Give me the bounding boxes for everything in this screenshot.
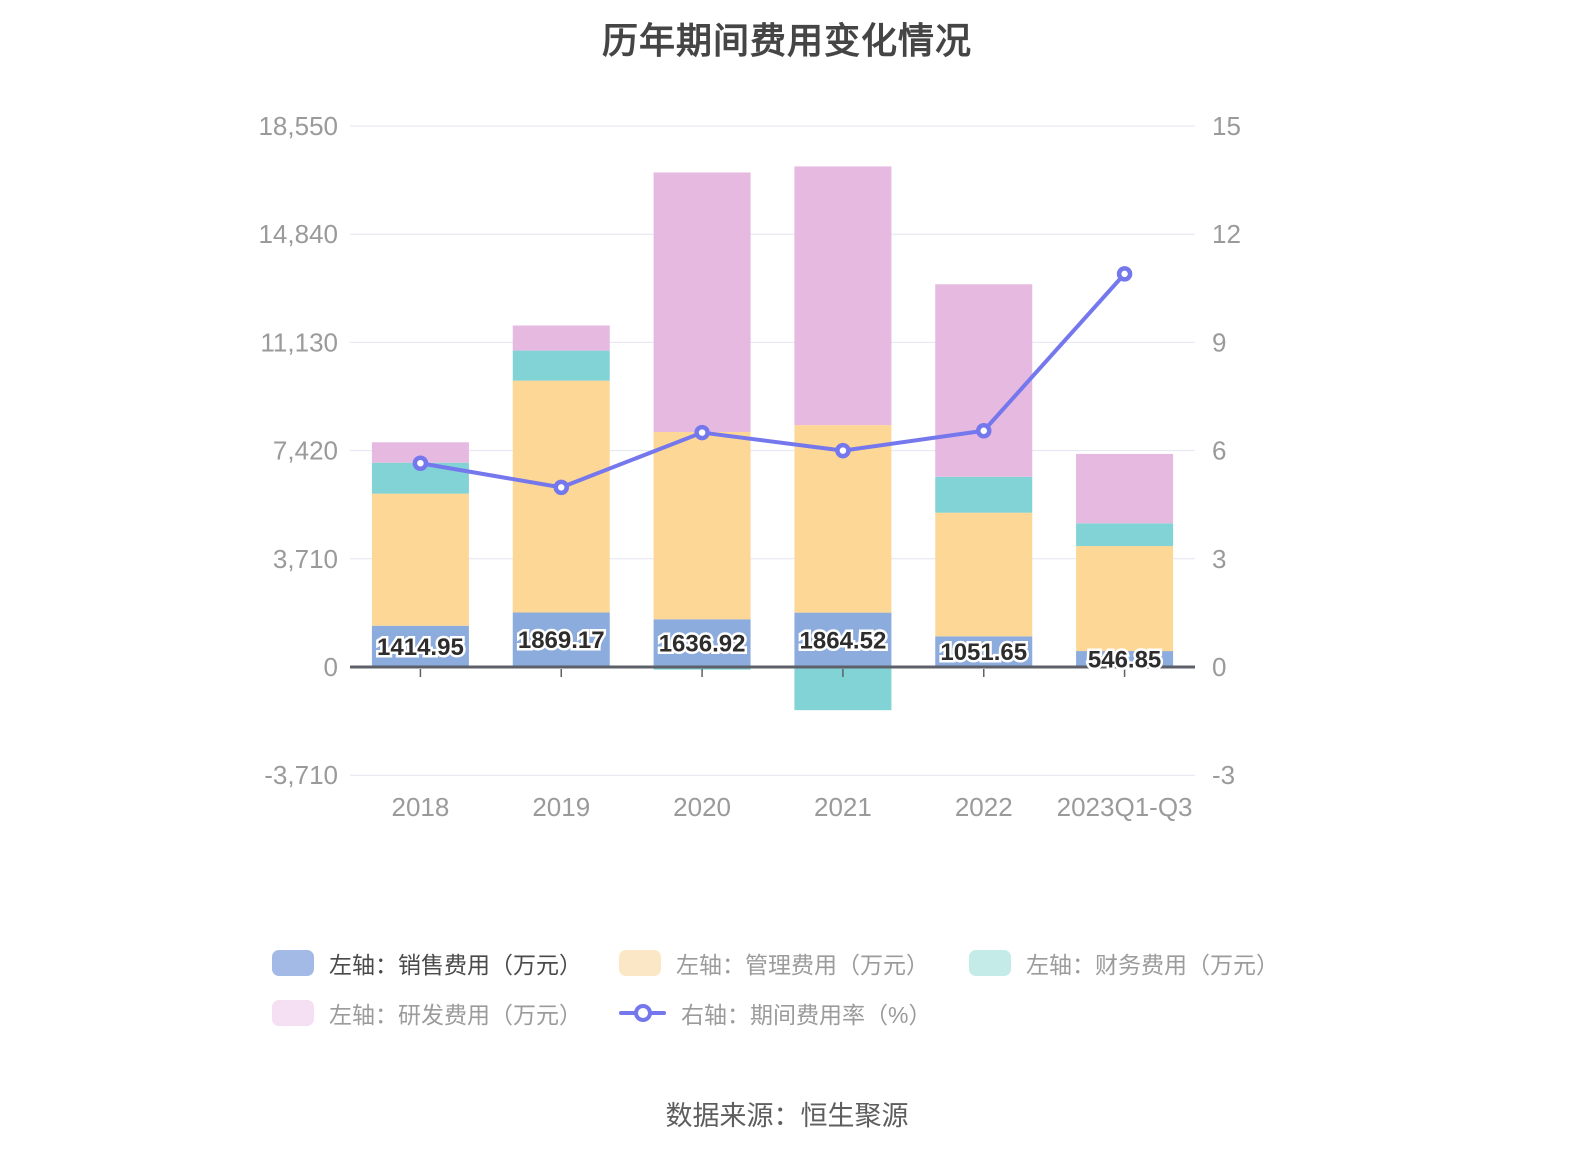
bar-value-label: 1864.52	[800, 627, 887, 654]
bar-value-label: 1414.95	[377, 634, 464, 661]
rate-point-marker	[835, 442, 851, 459]
bar-value-labels: 1414.95 1869.17 1636.92 1864.52 1051.65 546.8…	[375, 625, 1164, 676]
left-axis-labels: 18,550 14,840 11,130 7,420 3,710 0 -3,710	[258, 111, 338, 790]
legend-label-sales-expense: 左轴：销售费用（万元）	[329, 952, 582, 978]
svg-text:6: 6	[1212, 436, 1226, 466]
bar-segment	[512, 325, 610, 351]
rate-point-marker	[1116, 266, 1133, 282]
legend-swatch-finance-expense	[969, 950, 1011, 976]
svg-text:0: 0	[1212, 652, 1226, 682]
legend-label-finance-expense: 左轴：财务费用（万元）	[1026, 952, 1279, 978]
bar-value-label: 546.85	[1088, 647, 1161, 674]
svg-text:3,710: 3,710	[273, 544, 338, 574]
bar-segment	[935, 284, 1033, 477]
legend-swatch-sales-expense	[272, 950, 314, 976]
bar-segment	[371, 442, 469, 463]
grid-lines	[350, 125, 1195, 776]
svg-text:18,550: 18,550	[258, 111, 338, 141]
rate-point-marker	[412, 455, 429, 471]
stacked-bars	[371, 166, 1174, 711]
legend-line-ring	[633, 1004, 652, 1022]
chart-title: 历年期间费用变化情况	[601, 20, 972, 61]
bar-segment	[1076, 523, 1174, 547]
expense-chart-canvas: 18,550 14,840 11,130 7,420 3,710 0 -3,710 15 12 9…	[258, 111, 1241, 822]
svg-text:2020: 2020	[673, 792, 731, 822]
legend-item-finance-expense[interactable]: 左轴：财务费用（万元）	[969, 949, 1279, 978]
svg-text:2018: 2018	[391, 792, 449, 822]
svg-text:9: 9	[1212, 327, 1226, 357]
bar-segment	[653, 619, 751, 667]
rate-point-marker	[694, 424, 710, 441]
x-axis	[350, 665, 1195, 677]
bar-segment	[935, 512, 1033, 637]
svg-text:15: 15	[1212, 111, 1241, 141]
legend-swatch-rd-expense	[272, 1000, 314, 1026]
legend-item-sales-expense[interactable]: 左轴：销售费用（万元）	[272, 949, 582, 978]
svg-text:-3: -3	[1212, 760, 1235, 790]
svg-text:2019: 2019	[532, 792, 590, 822]
bar-segment	[1076, 651, 1174, 667]
legend-item-rd-expense[interactable]: 左轴：研发费用（万元）	[272, 999, 582, 1028]
svg-text:12: 12	[1212, 219, 1241, 249]
rate-point-marker	[553, 479, 569, 496]
bar-segment	[935, 476, 1033, 513]
bar-segment	[512, 612, 610, 667]
bar-segment	[512, 350, 610, 381]
x-axis-labels: 2018 2019 2020 2021 2022 2023Q1-Q3	[391, 792, 1192, 822]
legend-line-marker-icon	[619, 1000, 666, 1026]
bar-segment	[794, 166, 892, 426]
bar-segment	[1076, 453, 1174, 524]
bar-segment	[935, 636, 1033, 667]
bar-value-label: 1051.65	[940, 639, 1027, 666]
svg-text:2021: 2021	[814, 792, 872, 822]
rate-line-series	[412, 266, 1133, 496]
svg-text:0: 0	[324, 652, 338, 682]
legend-label-rd-expense: 左轴：研发费用（万元）	[329, 1002, 582, 1028]
legend-label-admin-expense: 左轴：管理费用（万元）	[676, 952, 929, 978]
bar-segment	[653, 432, 751, 620]
bar-segment	[371, 493, 469, 626]
rate-point-marker	[976, 423, 992, 439]
svg-text:7,420: 7,420	[273, 436, 338, 466]
right-axis-labels: 15 12 9 6 3 0 -3	[1212, 111, 1241, 790]
bar-segment	[794, 612, 892, 667]
legend-swatch-admin-expense	[619, 950, 661, 976]
data-source-label: 数据来源：恒生聚源	[665, 1101, 909, 1131]
svg-text:14,840: 14,840	[258, 219, 338, 249]
bar-segment	[371, 625, 469, 667]
svg-text:2022: 2022	[955, 792, 1013, 822]
bar-value-label: 1869.17	[518, 627, 605, 654]
legend-item-admin-expense[interactable]: 左轴：管理费用（万元）	[619, 949, 929, 978]
svg-text:-3,710: -3,710	[264, 760, 338, 790]
legend-label-expense-ratio: 右轴：期间费用率（%）	[681, 1002, 932, 1028]
bar-segment	[512, 380, 610, 613]
bar-segment	[1076, 546, 1174, 652]
svg-text:3: 3	[1212, 544, 1226, 574]
svg-text:2023Q1-Q3: 2023Q1-Q3	[1057, 792, 1193, 822]
svg-text:11,130: 11,130	[260, 327, 338, 357]
bar-value-label: 1636.92	[659, 631, 746, 658]
legend-item-expense-ratio[interactable]: 右轴：期间费用率（%）	[619, 999, 932, 1028]
bar-segment	[653, 172, 751, 433]
